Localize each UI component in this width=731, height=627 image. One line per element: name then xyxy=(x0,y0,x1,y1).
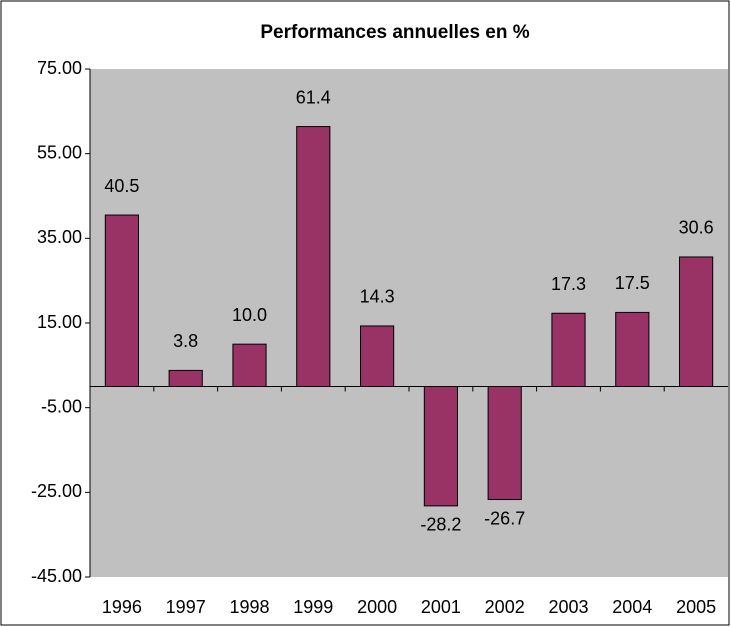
data-label: 17.3 xyxy=(551,274,586,294)
y-tick-label: 55.00 xyxy=(37,142,82,162)
y-tick-label: -25.00 xyxy=(31,481,82,501)
y-tick-label: 15.00 xyxy=(37,312,82,332)
x-tick-label: 1999 xyxy=(293,597,333,617)
data-label: 40.5 xyxy=(104,176,139,196)
bar xyxy=(679,256,714,387)
data-label: 3.8 xyxy=(173,331,198,351)
x-tick-label: 2000 xyxy=(357,597,397,617)
bar xyxy=(423,386,458,507)
data-label: 14.3 xyxy=(360,287,395,307)
bar xyxy=(296,126,331,387)
data-label: -26.7 xyxy=(484,508,525,528)
y-tick-label: -45.00 xyxy=(31,566,82,586)
x-tick-label: 1996 xyxy=(102,597,142,617)
x-tick-label: 1998 xyxy=(229,597,269,617)
x-tick-label: 2005 xyxy=(676,597,716,617)
y-tick-label: 35.00 xyxy=(37,227,82,247)
y-tick-label: 75.00 xyxy=(37,58,82,78)
x-tick-label: 2001 xyxy=(421,597,461,617)
x-tick-label: 1997 xyxy=(166,597,206,617)
y-tick-label: -5.00 xyxy=(41,396,82,416)
bar xyxy=(551,312,586,387)
bar xyxy=(104,214,139,387)
x-tick-label: 2003 xyxy=(548,597,588,617)
bar xyxy=(168,369,203,387)
bar xyxy=(615,311,650,387)
data-label: 61.4 xyxy=(296,87,331,107)
data-label: 10.0 xyxy=(232,305,267,325)
chart-title: Performances annuelles en % xyxy=(260,22,529,43)
x-tick-label: 2002 xyxy=(485,597,525,617)
data-label: -28.2 xyxy=(420,515,461,535)
data-label: 30.6 xyxy=(679,218,714,238)
bar xyxy=(487,386,522,501)
bar xyxy=(360,325,395,388)
data-label: 17.5 xyxy=(615,273,650,293)
bar xyxy=(232,343,267,387)
x-tick-label: 2004 xyxy=(612,597,652,617)
